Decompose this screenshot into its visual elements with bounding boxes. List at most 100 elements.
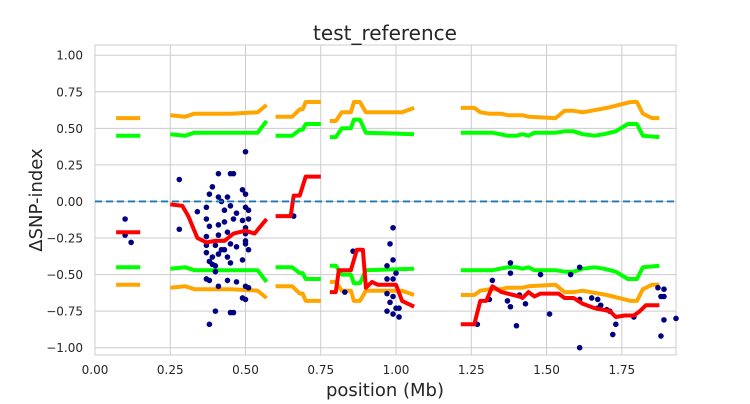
snp-point (567, 271, 574, 278)
tick-labels: 0.00 0.25 0.50 0.75 1.00 1.25 1.50 1.75 1.00 0.75… (46, 49, 635, 377)
chart-title: test_reference (313, 21, 457, 45)
snp-point (661, 317, 667, 323)
snp-point (233, 279, 240, 285)
snp-point (221, 219, 228, 225)
snp-point (576, 344, 583, 351)
snp-point (507, 270, 514, 276)
snp-point (387, 241, 393, 247)
snp-point (215, 251, 222, 257)
ci99-upper-line (329, 100, 415, 123)
snp-point (390, 276, 396, 282)
snp-point (224, 194, 231, 200)
snp-point (242, 296, 249, 303)
x-tick-label: 0.25 (157, 363, 184, 377)
ci99-lower-line (275, 284, 321, 303)
snp-point (203, 204, 210, 211)
snp-point (194, 208, 201, 215)
ci95-lower-line (170, 265, 269, 284)
snp-point (239, 257, 246, 263)
snp-point (230, 170, 237, 177)
y-tick-label: 0.50 (56, 122, 83, 136)
snp-point (390, 311, 396, 317)
x-tick-label: 0.50 (232, 363, 259, 377)
y-tick-label: 0.75 (56, 85, 83, 99)
ci95-lower-line (460, 263, 660, 281)
snp-point (661, 286, 667, 292)
plot-frame (94, 44, 677, 356)
x-tick-label: 1.75 (608, 363, 635, 377)
ci95-upper-line (460, 122, 660, 140)
delta-snp-index-line (460, 284, 660, 327)
snp-point (212, 242, 219, 249)
x-tick-label: 1.00 (383, 363, 410, 377)
snp-point (537, 271, 544, 278)
snp-point (576, 264, 583, 271)
snp-point (522, 301, 529, 307)
snp-point (342, 289, 348, 295)
snp-point (390, 293, 396, 300)
snp-point (673, 315, 679, 322)
snp-point (176, 226, 183, 233)
plot-marks (95, 100, 679, 351)
snp-point (387, 299, 393, 306)
y-tick-label: −1.00 (46, 341, 83, 355)
snp-point (215, 222, 222, 228)
x-tick-label: 1.50 (533, 363, 560, 377)
y-tick-label: 0.25 (56, 158, 83, 172)
snp-point (384, 276, 390, 282)
snp-point (504, 298, 511, 304)
snp-point (390, 257, 396, 263)
snp-point (242, 148, 249, 155)
snp-point (212, 263, 219, 269)
ci99-upper-line (460, 100, 660, 121)
snp-point (224, 277, 231, 284)
snp-point (224, 229, 231, 235)
snp-point (396, 314, 402, 320)
snp-point (489, 277, 496, 284)
snp-point (230, 309, 237, 316)
snp-point (227, 203, 234, 209)
x-tick-label: 0.00 (82, 363, 109, 377)
y-axis-label: ΔSNP-index (26, 148, 47, 252)
ci99-upper-line (170, 103, 268, 119)
ci99-lower-line (170, 284, 268, 300)
snp-point (513, 322, 520, 329)
ci95-lower-line (275, 265, 321, 281)
snp-point (227, 260, 234, 266)
snp-point (206, 321, 213, 328)
snp-point (239, 217, 246, 224)
snp-point (594, 296, 601, 303)
y-tick-label: 1.00 (56, 49, 83, 63)
snp-point (221, 207, 228, 214)
snp-point (507, 303, 514, 310)
snp-point (612, 321, 619, 328)
snp-point (122, 216, 128, 222)
snp-point (230, 216, 237, 222)
snp-point (203, 233, 210, 240)
snp-point (384, 308, 390, 314)
snp-point (390, 224, 396, 231)
snp-point (221, 246, 228, 253)
snp-point (215, 283, 222, 290)
snp-point (507, 260, 514, 266)
snp-point (597, 302, 604, 309)
delta-snp-index-line (170, 202, 269, 245)
snp-point (661, 293, 667, 300)
y-tick-label: −0.50 (46, 268, 83, 282)
y-tick-label: −0.25 (46, 232, 83, 246)
y-tick-label: 0.00 (56, 195, 83, 209)
snp-point (655, 284, 661, 291)
snp-point (209, 254, 216, 260)
snp-point (215, 194, 222, 200)
snp-point (233, 243, 240, 250)
delta-snp-index-line (329, 247, 415, 309)
snp-point (206, 191, 213, 197)
snp-point (176, 176, 183, 183)
ci95-upper-line (275, 122, 321, 138)
snp-point (128, 239, 134, 246)
ci95-upper-line (170, 119, 269, 138)
snp-point (224, 254, 231, 260)
snp-point (215, 232, 222, 238)
snp-point (203, 249, 210, 256)
